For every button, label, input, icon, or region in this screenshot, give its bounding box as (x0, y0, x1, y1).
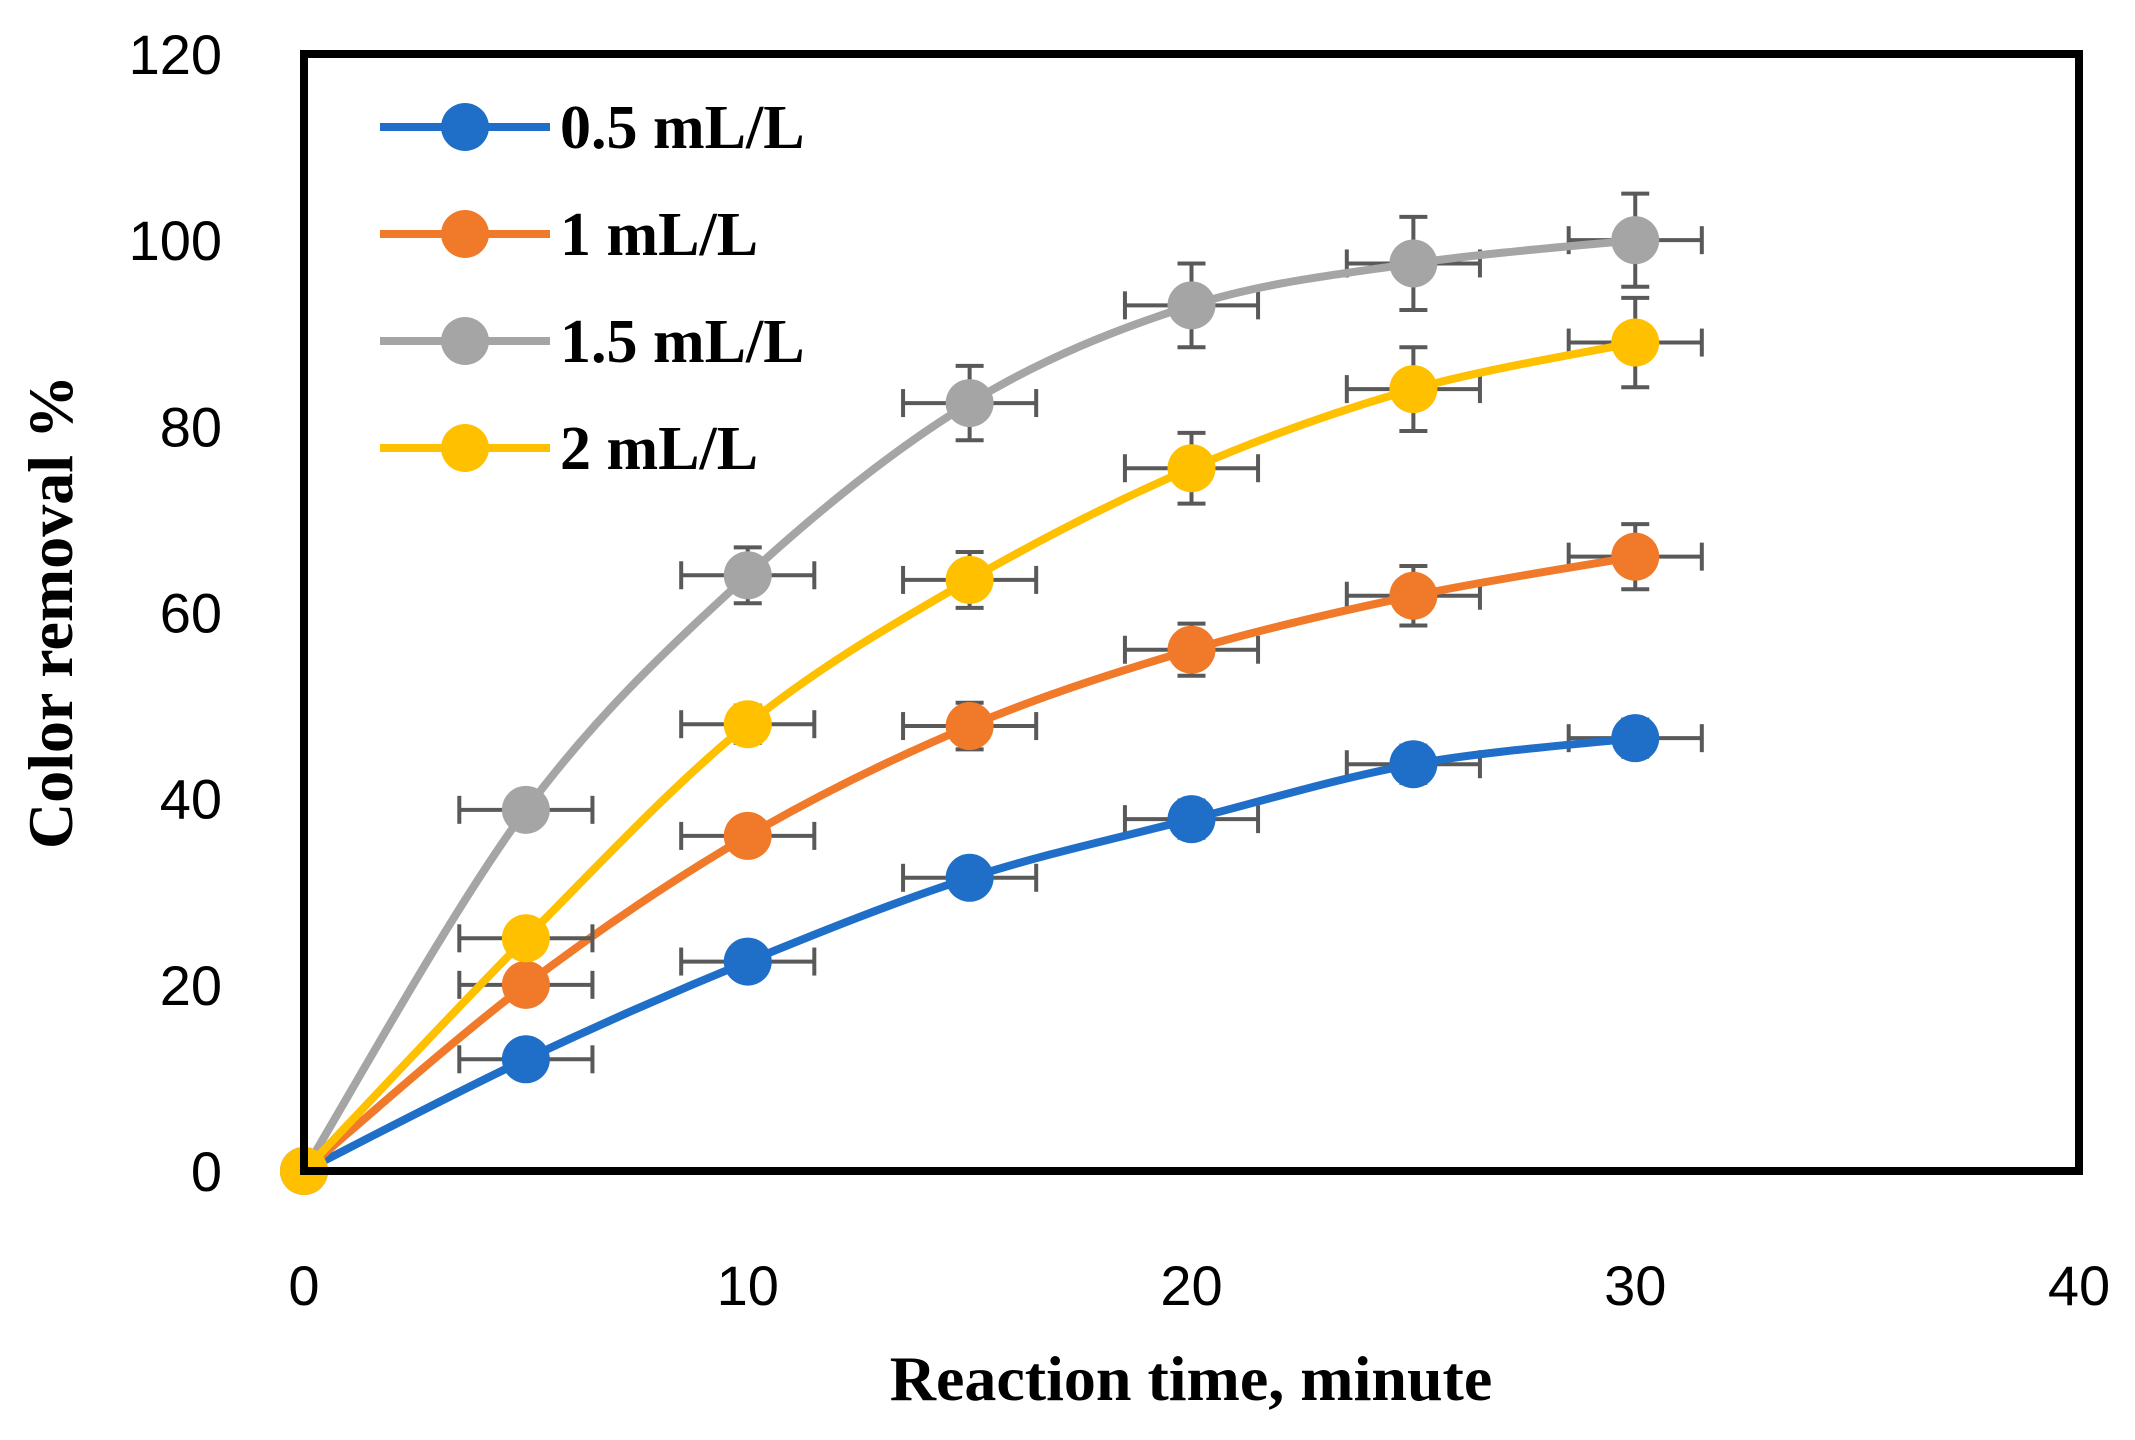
legend-marker (441, 424, 489, 472)
legend-label: 1 mL/L (560, 201, 758, 269)
data-point (501, 960, 550, 1009)
data-point (1167, 625, 1216, 674)
legend-marker (441, 317, 489, 365)
tick-layer: 0 10 20 30 40 0 20 40 60 80 100 120 (129, 23, 2111, 1317)
x-tick-label: 0 (288, 1254, 319, 1317)
data-point (945, 379, 994, 428)
y-tick-label: 20 (160, 954, 222, 1017)
x-axis-title: Reaction time, minute (890, 1343, 1493, 1414)
data-point (1611, 532, 1660, 581)
x-tick-label: 20 (1160, 1254, 1222, 1317)
plot-frame (300, 50, 2083, 1175)
legend-entry: 1 mL/L (380, 201, 758, 269)
y-tick-label: 40 (160, 768, 222, 831)
legend-entry: 0.5 mL/L (380, 94, 805, 162)
data-point (945, 555, 994, 604)
x-tick-label: 30 (1604, 1254, 1666, 1317)
x-tick-label: 10 (717, 1254, 779, 1317)
data-point (1389, 571, 1438, 620)
legend-label: 0.5 mL/L (560, 94, 805, 162)
y-tick-label: 80 (160, 395, 222, 458)
data-point (1389, 740, 1438, 789)
data-point (1167, 444, 1216, 493)
x-tick-label: 40 (2048, 1254, 2110, 1317)
legend-marker (441, 210, 489, 258)
legend-label: 1.5 mL/L (560, 308, 805, 376)
data-point (1167, 281, 1216, 330)
data-point (1611, 714, 1660, 763)
data-point (945, 702, 994, 751)
legend-entry: 1.5 mL/L (380, 308, 805, 376)
data-point (723, 811, 772, 860)
plot-layer (280, 191, 1704, 1195)
y-tick-label: 100 (129, 209, 222, 272)
y-tick-label: 60 (160, 582, 222, 645)
legend: 0.5 mL/L 1 mL/L 1.5 mL/L 2 mL/L (380, 94, 805, 483)
y-axis-title: Color removal % (15, 375, 86, 849)
legend-entry: 2 mL/L (380, 415, 758, 483)
data-point (1389, 239, 1438, 288)
data-point (723, 551, 772, 600)
data-point (501, 914, 550, 963)
data-point (723, 700, 772, 749)
data-point (501, 785, 550, 834)
data-point (1611, 318, 1660, 367)
data-point (1389, 365, 1438, 414)
legend-marker (441, 103, 489, 151)
data-point (1611, 216, 1660, 265)
data-point (501, 1035, 550, 1084)
legend-label: 2 mL/L (560, 415, 758, 483)
data-point (1167, 795, 1216, 844)
y-tick-label: 0 (191, 1140, 222, 1203)
data-point (723, 937, 772, 986)
y-tick-label: 120 (129, 23, 222, 86)
data-point (945, 853, 994, 902)
